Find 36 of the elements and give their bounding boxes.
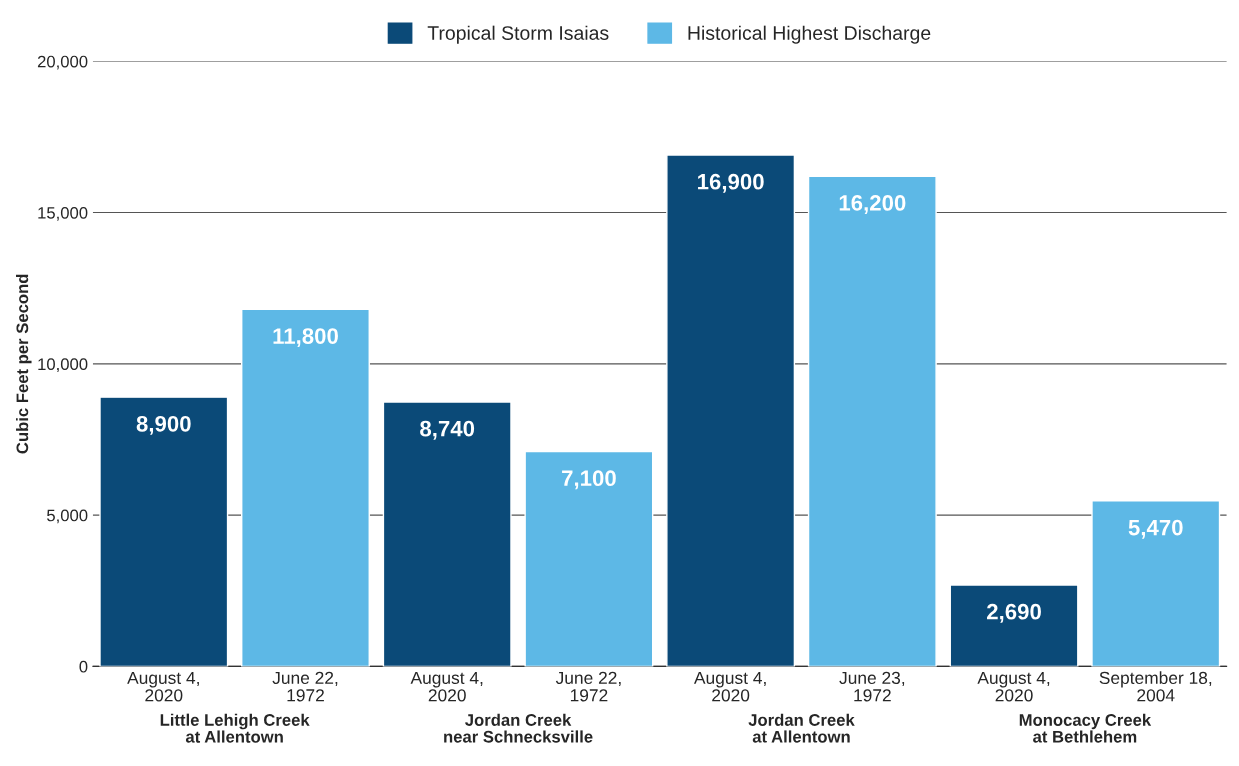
x-tick-label: August 4, 2020 — [127, 671, 199, 702]
y-tick-label: 0 — [79, 660, 88, 673]
x-tick-label: September 18, 2004 — [1099, 671, 1212, 702]
text: Monocacy Creek at Bethlehem — [1019, 713, 1152, 743]
bar — [241, 308, 370, 667]
text: Little Lehigh Creek at Allentown — [160, 713, 310, 743]
x-tick-label: August 4, 2020 — [693, 671, 766, 702]
bar — [99, 396, 229, 667]
bar — [666, 154, 796, 667]
data-label: 16,900 — [698, 173, 764, 193]
y-tick-label: 20,000 — [37, 55, 88, 70]
data-label: 16,200 — [839, 195, 906, 214]
legend-label: Historical Highest Discharge — [688, 25, 931, 44]
y-tick-label: 5,000 — [47, 509, 88, 524]
x-tick-label: August 4, 2020 — [977, 671, 1050, 702]
data-label: 5,470 — [1128, 519, 1183, 539]
y-axis-title: Cubic Feet per Second — [16, 274, 32, 454]
text: Jordan Creek at Allentown — [748, 713, 855, 743]
y-tick-label: 10,000 — [38, 358, 88, 373]
bar — [949, 584, 1079, 667]
x-tick-label: June 23, 1972 — [839, 671, 905, 702]
legend-label: Tropical Storm Isaias — [427, 25, 609, 44]
data-label: 11,800 — [273, 328, 338, 348]
bar — [1091, 500, 1221, 667]
y-tick-label: 15,000 — [38, 206, 88, 221]
bar — [807, 175, 937, 667]
text: Jordan Creek near Schnecksville — [444, 713, 593, 743]
x-tick-label: June 22, 1972 — [555, 671, 621, 702]
x-tick-label: August 4, 2020 — [410, 671, 483, 702]
data-label: 7,100 — [562, 470, 616, 490]
x-tick-label: June 22, 1972 — [272, 671, 338, 702]
bar — [382, 401, 512, 667]
data-label: 8,740 — [420, 420, 475, 440]
bar — [524, 450, 654, 667]
data-label: 8,900 — [136, 415, 191, 435]
data-label: 2,690 — [987, 603, 1041, 623]
